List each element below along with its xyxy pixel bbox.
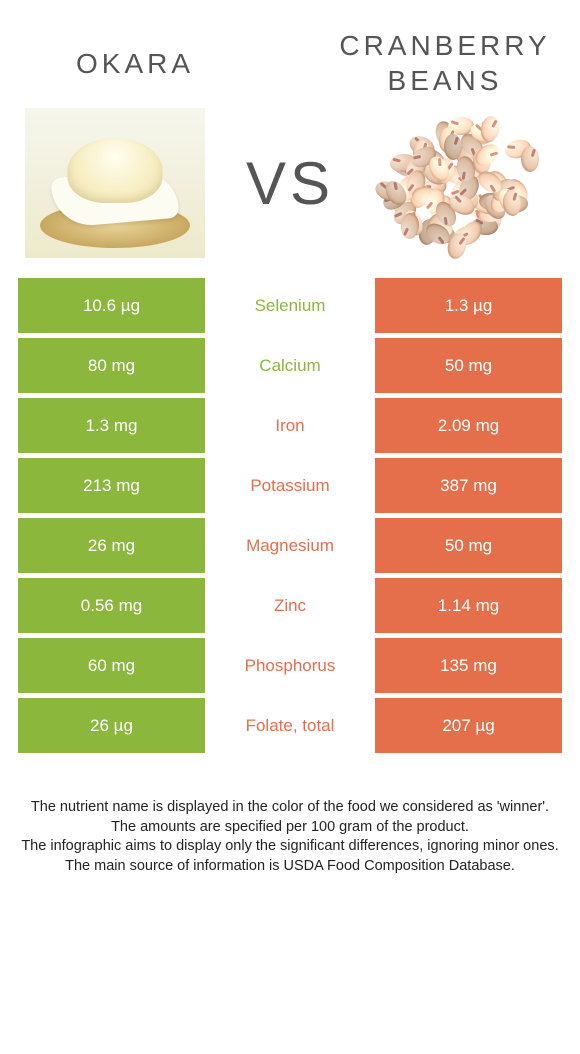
right-value: 1.3 µg xyxy=(375,278,562,333)
footer-line: The main source of information is USDA F… xyxy=(20,857,560,877)
right-value: 2.09 mg xyxy=(375,398,562,453)
okara-illustration xyxy=(25,108,205,258)
nutrient-label: Iron xyxy=(205,398,375,453)
footer-notes: The nutrient name is displayed in the co… xyxy=(0,758,580,876)
right-food-title: Cranberry beans xyxy=(330,28,560,98)
nutrient-label: Phosphorus xyxy=(205,638,375,693)
table-row: 213 mgPotassium387 mg xyxy=(18,458,562,513)
footer-line: The nutrient name is displayed in the co… xyxy=(20,798,560,818)
left-value: 80 mg xyxy=(18,338,205,393)
nutrient-label: Calcium xyxy=(205,338,375,393)
nutrient-label: Folate, total xyxy=(205,698,375,753)
left-food-image xyxy=(25,108,205,258)
header: Okara Cranberry beans xyxy=(0,0,580,108)
right-value: 50 mg xyxy=(375,338,562,393)
table-row: 26 mgMagnesium50 mg xyxy=(18,518,562,573)
vs-label: VS xyxy=(246,149,334,218)
table-row: 0.56 mgZinc1.14 mg xyxy=(18,578,562,633)
right-value: 207 µg xyxy=(375,698,562,753)
table-row: 80 mgCalcium50 mg xyxy=(18,338,562,393)
nutrient-label: Potassium xyxy=(205,458,375,513)
right-value: 387 mg xyxy=(375,458,562,513)
nutrient-label: Selenium xyxy=(205,278,375,333)
right-food-image xyxy=(375,108,555,258)
footer-line: The amounts are specified per 100 gram o… xyxy=(20,818,560,838)
right-value: 1.14 mg xyxy=(375,578,562,633)
table-row: 60 mgPhosphorus135 mg xyxy=(18,638,562,693)
right-value: 135 mg xyxy=(375,638,562,693)
left-value: 26 mg xyxy=(18,518,205,573)
table-row: 1.3 mgIron2.09 mg xyxy=(18,398,562,453)
left-value: 0.56 mg xyxy=(18,578,205,633)
right-value: 50 mg xyxy=(375,518,562,573)
left-value: 60 mg xyxy=(18,638,205,693)
left-value: 1.3 mg xyxy=(18,398,205,453)
footer-line: The infographic aims to display only the… xyxy=(20,837,560,857)
nutrient-label: Magnesium xyxy=(205,518,375,573)
left-value: 213 mg xyxy=(18,458,205,513)
table-row: 26 µgFolate, total207 µg xyxy=(18,698,562,753)
left-value: 26 µg xyxy=(18,698,205,753)
images-row: VS xyxy=(0,108,580,278)
beans-illustration xyxy=(375,108,555,258)
nutrient-label: Zinc xyxy=(205,578,375,633)
left-value: 10.6 µg xyxy=(18,278,205,333)
left-food-title: Okara xyxy=(20,46,250,81)
table-row: 10.6 µgSelenium1.3 µg xyxy=(18,278,562,333)
comparison-table: 10.6 µgSelenium1.3 µg80 mgCalcium50 mg1.… xyxy=(0,278,580,753)
